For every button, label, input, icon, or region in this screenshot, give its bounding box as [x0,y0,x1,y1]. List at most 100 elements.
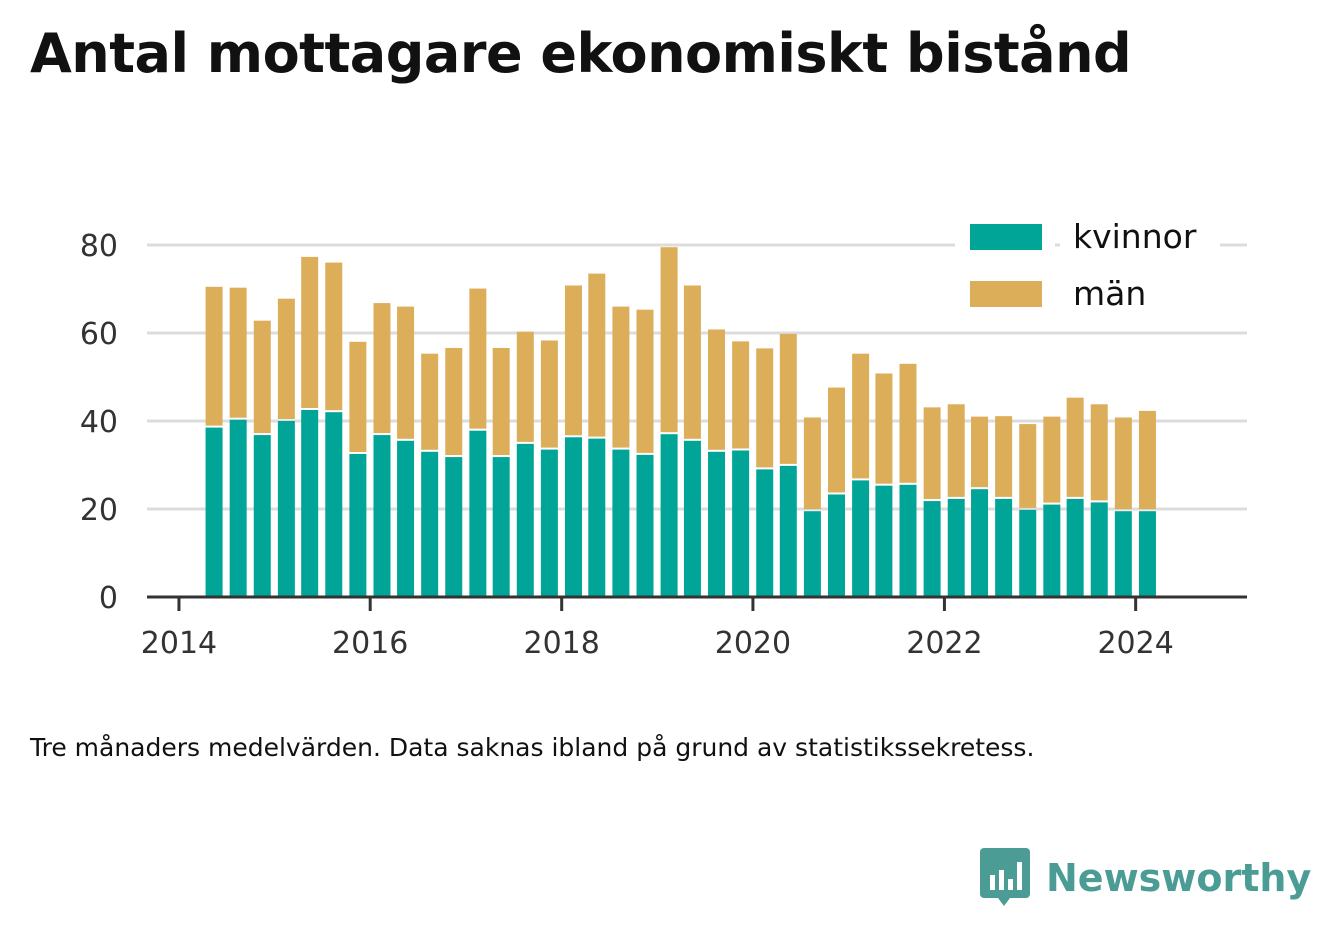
bar-kvinnor [852,480,870,597]
y-tick-label: 60 [80,317,118,352]
legend-swatch [970,224,1042,250]
legend-swatch [970,281,1042,307]
bar-man [1043,416,1061,503]
bar-kvinnor [708,451,726,597]
bar-man [421,353,439,450]
x-tick-label: 2024 [1097,626,1173,661]
bar-man [995,416,1013,497]
bar-kvinnor [1090,502,1108,597]
bar-man [732,341,750,449]
bar-kvinnor [1043,504,1061,597]
bar-kvinnor [325,412,343,597]
bar-man [947,404,965,497]
bar-kvinnor [421,451,439,597]
bar-chart-logo-icon [980,848,1030,906]
bar-kvinnor [516,443,534,597]
bar-man [516,331,534,442]
bar-kvinnor [1066,498,1084,597]
x-tick-label: 2020 [715,626,791,661]
legend-bg [1060,210,1220,264]
bar-kvinnor [1114,511,1132,597]
y-tick-label: 0 [99,581,118,616]
bar-kvinnor [277,421,295,597]
bar-man [756,348,774,468]
bar-man [971,416,989,488]
bar-man [253,320,271,434]
bar-kvinnor [1138,511,1156,597]
bar-man [899,363,917,483]
bar-kvinnor [683,440,701,597]
bar-man [492,347,510,456]
x-tick-label: 2016 [332,626,408,661]
bar-kvinnor [756,469,774,597]
bar-man [205,286,223,426]
bar-kvinnor [732,450,750,597]
bar-man [301,256,319,408]
bar-kvinnor [995,498,1013,597]
legend-label: män [1073,274,1146,313]
bar-man [612,306,630,448]
bar-kvinnor [779,465,797,597]
bar-man [1114,417,1132,510]
bar-man [1138,410,1156,510]
bar-kvinnor [1019,509,1037,597]
bar-man [373,303,391,434]
bar-kvinnor [803,511,821,597]
bar-kvinnor [469,430,487,597]
bars [205,247,1156,597]
bar-man [827,387,845,493]
bar-kvinnor [373,435,391,597]
bar-man [708,329,726,450]
y-tick-label: 20 [80,493,118,528]
axes: 0 20 40 60 80 2014 2016 2018 2020 2022 2024 [80,229,1247,661]
bar-man [277,298,295,419]
bar-man [923,407,941,500]
bar-kvinnor [588,438,606,597]
bar-kvinnor [660,434,678,597]
bar-kvinnor [397,440,415,597]
bar-kvinnor [875,485,893,597]
bar-kvinnor [205,427,223,597]
bar-man [683,285,701,439]
bar-kvinnor [301,410,319,597]
bar-kvinnor [947,498,965,597]
bar-kvinnor [899,484,917,597]
bar-kvinnor [827,494,845,597]
bar-man [229,287,247,418]
bar-kvinnor [923,501,941,597]
bar-man [349,341,367,452]
bar-man [803,417,821,510]
x-tick-label: 2014 [141,626,217,661]
bar-kvinnor [564,437,582,597]
chart-title: Antal mottagare ekonomiskt bistånd [30,22,1132,85]
legend-bg [1060,267,1220,321]
bar-man [660,247,678,433]
bar-man [445,347,463,456]
bar-man [564,285,582,436]
bar-kvinnor [349,454,367,597]
bar-kvinnor [253,435,271,597]
x-tick-label: 2018 [524,626,600,661]
bar-man [1066,397,1084,497]
bar-man [540,340,558,448]
bar-man [588,273,606,437]
brand-name: Newsworthy [1046,856,1312,900]
bar-kvinnor [445,457,463,597]
bar-chart: 0 20 40 60 80 2014 2016 2018 2020 2022 2024 kvinno… [79,210,1247,661]
bar-man [779,333,797,464]
legend-label: kvinnor [1073,217,1197,256]
bar-kvinnor [636,454,654,597]
bar-man [875,373,893,484]
bar-kvinnor [971,489,989,597]
bar-kvinnor [492,457,510,597]
y-tick-label: 80 [80,229,118,264]
newsworthy-logo: Newsworthy [980,848,1311,908]
bar-kvinnor [229,419,247,597]
bar-man [469,288,487,429]
legend: kvinnor män [955,210,1220,327]
bar-man [852,353,870,479]
bar-kvinnor [612,449,630,597]
footnote: Tre månaders medelvärden. Data saknas ib… [30,733,1035,762]
bar-man [1090,404,1108,501]
y-tick-label: 40 [80,405,118,440]
